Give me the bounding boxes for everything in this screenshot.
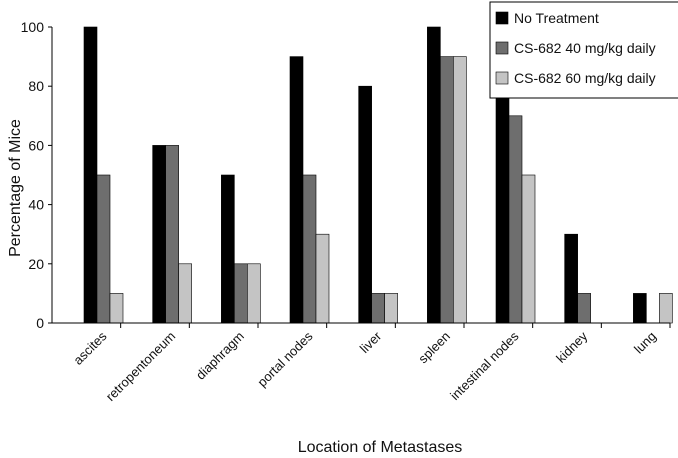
bar [659, 293, 673, 324]
bar [633, 293, 647, 324]
bar [221, 174, 235, 324]
bar [358, 85, 372, 324]
y-tick-label: 20 [28, 256, 44, 272]
legend-label: No Treatment [514, 10, 599, 26]
y-tick-label: 40 [28, 197, 44, 213]
x-tick-label: intestinal nodes [447, 328, 522, 403]
x-tick-label: spleen [415, 329, 453, 367]
bar [371, 293, 385, 324]
bar [508, 115, 523, 324]
bar [247, 263, 261, 324]
bar [96, 174, 111, 324]
y-tick-label: 60 [28, 137, 44, 153]
bar [440, 56, 454, 324]
bar [234, 263, 248, 324]
legend-label: CS-682 60 mg/kg daily [514, 70, 656, 86]
bar [178, 263, 192, 324]
bar [165, 145, 179, 324]
bar [83, 26, 98, 324]
x-tick-label: portal nodes [254, 328, 316, 390]
y-ticks: 0 20 40 60 80 100 [21, 19, 52, 331]
x-tick-label: retropentoneum [103, 329, 179, 405]
legend: No Treatment CS-682 40 mg/kg daily CS-682 … [489, 1, 678, 99]
bar [384, 293, 398, 324]
bar [577, 293, 591, 324]
y-axis-title: Percentage of Mice [7, 119, 24, 257]
x-tick-label: diaphragm [193, 329, 247, 383]
x-axis-title: Location of Metastases [298, 439, 463, 456]
y-tick-label: 0 [36, 315, 44, 331]
x-tick-label: ascites [70, 328, 110, 368]
legend-swatch [495, 71, 509, 85]
x-tick-label: liver [357, 328, 385, 356]
legend-swatch [495, 11, 509, 25]
bar [289, 56, 304, 324]
plot-area [83, 26, 673, 324]
bar [453, 56, 467, 324]
y-tick-label: 80 [28, 78, 44, 94]
bar [109, 293, 124, 324]
legend-label: CS-682 40 mg/kg daily [514, 40, 656, 56]
bar [427, 26, 441, 324]
y-tick-label: 100 [21, 19, 45, 35]
legend-frame [489, 1, 678, 99]
bar [315, 233, 330, 324]
bar [152, 145, 166, 324]
x-tick-label: lung [631, 329, 659, 357]
bar [564, 233, 578, 324]
bar [302, 174, 317, 324]
legend-swatch [495, 41, 509, 55]
bar [521, 174, 536, 324]
x-tick-label: kidney [553, 328, 591, 366]
